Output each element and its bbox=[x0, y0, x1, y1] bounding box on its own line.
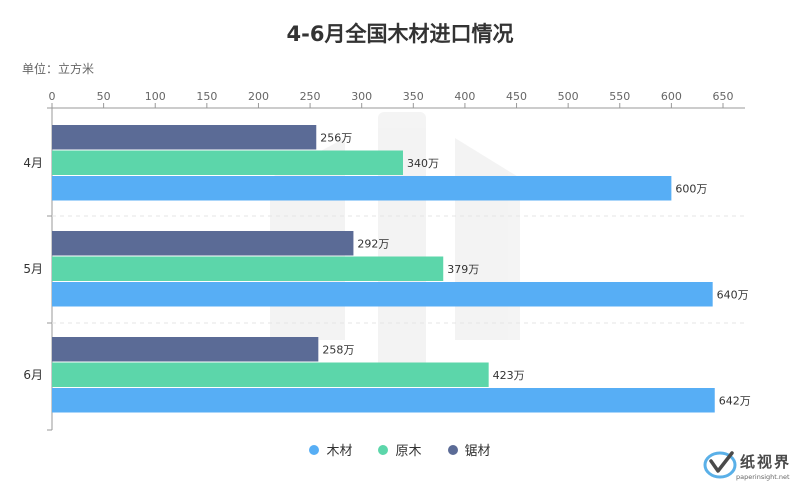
legend-label: 原木 bbox=[395, 444, 422, 459]
bar-锯材 bbox=[52, 231, 354, 256]
x-tick-label: 350 bbox=[403, 90, 424, 103]
legend-label: 木材 bbox=[326, 444, 353, 459]
x-tick-label: 150 bbox=[196, 90, 217, 103]
brand-url: paperinsight.net bbox=[736, 473, 790, 481]
x-tick-label: 0 bbox=[49, 90, 56, 103]
x-tick-label: 550 bbox=[609, 90, 630, 103]
x-tick-label: 450 bbox=[506, 90, 527, 103]
x-tick-label: 50 bbox=[97, 90, 111, 103]
bar-锯材 bbox=[52, 125, 317, 150]
y-category-label: 6月 bbox=[23, 368, 43, 382]
x-tick-label: 300 bbox=[351, 90, 372, 103]
y-category-label: 4月 bbox=[23, 156, 43, 170]
x-tick-label: 200 bbox=[248, 90, 269, 103]
chart-title: 4-6月全国木材进口情况 bbox=[286, 22, 514, 46]
bar-value-label: 600万 bbox=[675, 182, 707, 195]
legend-item[interactable]: 原木 bbox=[378, 440, 422, 459]
legend-marker bbox=[378, 444, 389, 455]
x-tick-label: 100 bbox=[145, 90, 166, 103]
bar-原木 bbox=[52, 150, 403, 175]
y-category-label: 5月 bbox=[23, 262, 43, 276]
legend-item[interactable]: 锯材 bbox=[447, 440, 491, 459]
bar-value-label: 423万 bbox=[493, 369, 525, 382]
x-tick-label: 600 bbox=[661, 90, 682, 103]
brand-name: 纸视界 bbox=[740, 453, 792, 471]
x-tick-label: 400 bbox=[454, 90, 475, 103]
bar-木材 bbox=[52, 388, 715, 413]
legend-marker bbox=[309, 444, 320, 455]
bar-木材 bbox=[52, 176, 672, 201]
x-tick-label: 500 bbox=[558, 90, 579, 103]
legend-label: 锯材 bbox=[464, 444, 491, 459]
legend: 木材 原木 锯材 bbox=[0, 440, 800, 459]
bar-value-label: 292万 bbox=[357, 237, 389, 250]
bar-value-label: 640万 bbox=[717, 288, 749, 301]
legend-marker bbox=[447, 444, 458, 455]
bar-原木 bbox=[52, 362, 489, 387]
brand-logo-icon bbox=[703, 451, 737, 479]
bar-锯材 bbox=[52, 337, 319, 362]
brand-logo: 纸视界 paperinsight.net bbox=[700, 445, 800, 487]
bar-value-label: 258万 bbox=[322, 343, 354, 356]
bar-value-label: 642万 bbox=[719, 394, 751, 407]
x-tick-label: 250 bbox=[300, 90, 321, 103]
legend-item[interactable]: 木材 bbox=[309, 440, 352, 459]
bar-value-label: 379万 bbox=[447, 263, 479, 276]
bar-value-label: 256万 bbox=[320, 131, 352, 144]
unit-label: 单位：立方米 bbox=[22, 62, 95, 76]
bar-value-label: 340万 bbox=[407, 157, 439, 170]
bar-木材 bbox=[52, 282, 713, 307]
bar-原木 bbox=[52, 256, 444, 281]
x-tick-label: 650 bbox=[713, 90, 734, 103]
